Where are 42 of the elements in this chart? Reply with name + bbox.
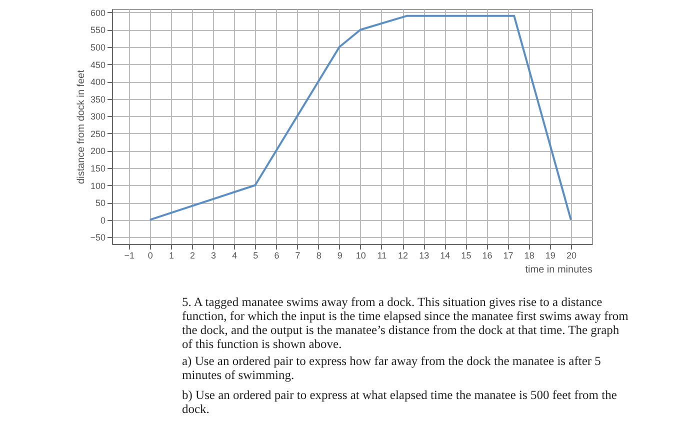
x-tick-label: 13: [419, 250, 430, 260]
x-tick-label: 3: [211, 250, 216, 260]
y-tick-label: 500: [90, 42, 106, 53]
line-series: [148, 14, 572, 221]
x-tick-label: 16: [482, 250, 492, 260]
y-axis-title: distance from dock in feet: [76, 70, 88, 184]
x-tick-label: −1: [124, 250, 134, 260]
x-tick-label: 15: [461, 250, 472, 260]
x-axis-title: time in minutes: [525, 264, 592, 276]
x-tick-label: 1: [168, 250, 174, 260]
y-tick-label: 250: [90, 128, 106, 139]
x-tick-label: 5: [253, 250, 258, 260]
x-tick-label: 6: [274, 250, 280, 260]
text: a) Use an ordered pair to express how far away from the dock the manatee is after 5 minutes of swimming.: [182, 354, 601, 382]
y-tick-label: 150: [90, 163, 106, 174]
y-tick-label: 400: [90, 77, 106, 88]
x-tick-label: 2: [190, 250, 196, 260]
y-tick-label: 50: [95, 198, 106, 208]
x-tick-label: 11: [377, 250, 387, 260]
y-tick-label: 450: [90, 60, 106, 70]
y-tick-label: 550: [90, 25, 106, 36]
x-tick-label: 17: [503, 250, 514, 260]
text: b) Use an ordered pair to express at what elapsed time the manatee is 500 feet from the dock.: [182, 388, 618, 416]
x-tick-label: 7: [295, 250, 300, 260]
y-tick-label: 200: [90, 146, 106, 156]
y-tick-label: 0: [100, 215, 106, 226]
text: 5. A tagged manatee swims away from a dock. This situation gives rise to a distance function, for which the input is the time elapsed since the manatee first swims away from the dock, and the output is the manatee’s distance from the dock at that time. The graph of this function is shown above.: [182, 295, 629, 351]
y-tick-label: 600: [90, 8, 106, 18]
x-tick-label: 20: [566, 250, 576, 260]
x-tick-label: 14: [440, 250, 450, 260]
y-tick-label: −50: [90, 232, 106, 243]
x-tick-label: 0: [148, 250, 153, 260]
x-tick-label: 4: [232, 250, 238, 260]
x-tick-label: 18: [524, 250, 534, 260]
y-tick-label: 350: [90, 94, 106, 104]
x-tick-label: 19: [545, 250, 556, 260]
x-tick-label: 9: [337, 250, 342, 260]
x-tick-label: 12: [398, 250, 408, 260]
x-tick-label: 8: [316, 250, 322, 260]
y-tick-label: 100: [90, 180, 106, 191]
y-tick-label: 300: [90, 112, 106, 122]
x-tick-label: 10: [356, 250, 366, 260]
